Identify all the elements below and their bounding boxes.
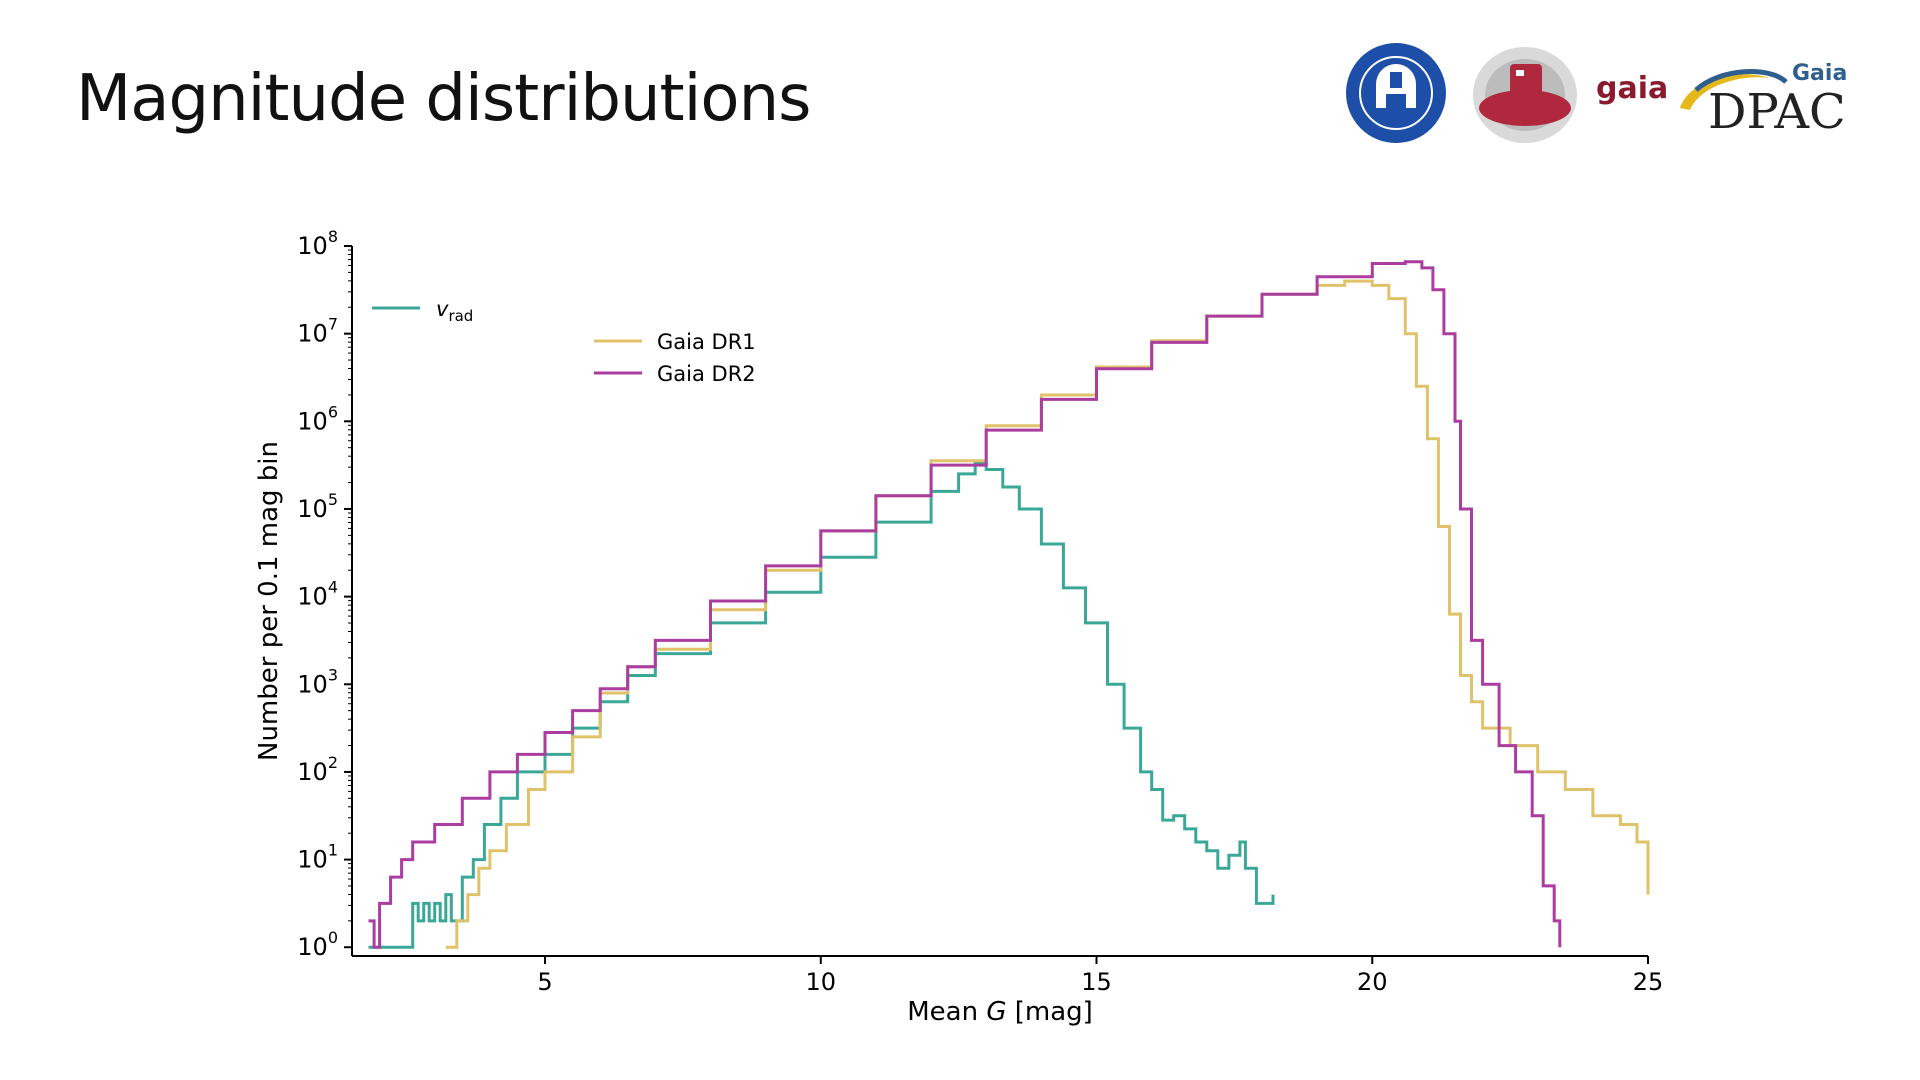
series-line-gaia-dr1: [445, 279, 1650, 949]
mpia-seal-icon: [1346, 43, 1446, 143]
y-tick-label: 100: [297, 928, 338, 961]
legend-dr1-label: Gaia DR1: [657, 330, 756, 354]
y-tick-label: 102: [297, 753, 338, 786]
plot-lines: [368, 260, 1650, 949]
x-tick-label: 10: [805, 968, 836, 996]
legend-vrad: vrad: [372, 297, 473, 325]
y-tick-label: 105: [297, 490, 338, 523]
legend-gaia: Gaia DR1 Gaia DR2: [594, 330, 756, 386]
y-tick-label: 101: [297, 841, 338, 874]
slide-title: Magnitude distributions: [76, 62, 811, 136]
y-tick-label: 107: [297, 315, 338, 348]
gaia-satellite-icon: [1473, 47, 1577, 143]
gaia-wordmark: gaia: [1596, 71, 1668, 106]
series-line-vrad: [368, 461, 1275, 949]
logo-strip: gaia Gaia DPAC: [1346, 43, 1847, 143]
y-tick-label: 108: [297, 227, 338, 260]
y-tick-label: 106: [297, 402, 338, 435]
dpac-gaia-label: Gaia: [1792, 61, 1847, 86]
legend-dr2-label: Gaia DR2: [657, 362, 756, 386]
x-tick-label: 5: [537, 968, 552, 996]
x-ticks: 5 10 15 20 25: [537, 956, 1663, 996]
y-tick-label: 104: [297, 578, 338, 611]
x-tick-label: 15: [1081, 968, 1112, 996]
dpac-label: DPAC: [1708, 84, 1846, 140]
x-axis-label: Mean G [mag]: [907, 997, 1093, 1027]
legend-vrad-label: vrad: [436, 297, 473, 325]
series-line-gaia-dr2: [368, 260, 1562, 949]
dpac-logo: Gaia DPAC: [1680, 61, 1847, 140]
x-tick-label: 25: [1633, 968, 1664, 996]
y-ticks: 100 101 102 103 104 105 106 107 108: [297, 227, 352, 961]
gaia-word: gaia: [1596, 71, 1668, 106]
y-tick-label: 103: [297, 665, 338, 698]
y-axis-label: Number per 0.1 mag bin: [254, 441, 284, 761]
x-tick-label: 20: [1357, 968, 1388, 996]
